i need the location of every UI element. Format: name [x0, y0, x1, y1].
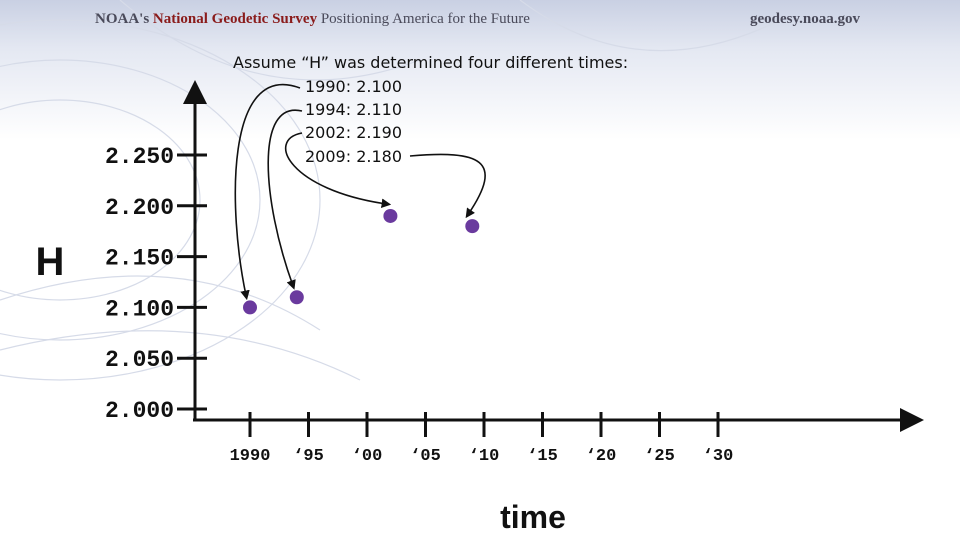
x-tick-label: ‘05 [410, 447, 441, 466]
data-point [243, 300, 257, 315]
y-tick-label: 2.100 [105, 296, 174, 322]
header-title: NOAA's National Geodetic Survey Position… [95, 11, 530, 28]
y-tick-label: 2.150 [105, 246, 174, 272]
x-tick-label: ‘15 [527, 447, 558, 466]
header-website: geodesy.noaa.gov [750, 11, 861, 27]
header-bar: NOAA's National Geodetic Survey Position… [0, 0, 960, 44]
annotation-title: Assume “H” was determined four different… [233, 53, 628, 72]
header-agency: NOAA's [95, 11, 150, 27]
annotation-line-2009: 2009: 2.180 [305, 147, 402, 166]
annotation-line-2002: 2002: 2.190 [305, 123, 402, 142]
y-tick-label: 2.200 [105, 195, 174, 221]
y-tick-label: 2.050 [105, 347, 174, 373]
data-point [383, 208, 398, 223]
annotation-line-1990: 1990: 2.100 [305, 77, 402, 96]
header-survey-name: National Geodetic Survey [152, 11, 318, 27]
header-tagline: Positioning America for the Future [320, 11, 530, 27]
y-tick-label: 2.000 [105, 398, 174, 424]
x-tick-label: 1990 [230, 447, 271, 466]
annotation-connector-arrow [234, 84, 301, 301]
y-tick-label: 2.250 [105, 144, 174, 170]
x-tick-label: ‘30 [703, 447, 734, 466]
x-axis-title: time [500, 499, 566, 535]
data-point [289, 290, 304, 305]
annotation-line-1994: 1994: 2.110 [305, 100, 402, 119]
x-tick-label: ‘10 [469, 447, 500, 466]
x-tick-label: ‘95 [293, 447, 324, 466]
x-tick-label: ‘20 [586, 447, 617, 466]
annotation-connector-arrow [284, 132, 392, 209]
data-point [465, 219, 480, 234]
x-tick-label: ‘25 [644, 447, 675, 466]
x-tick-label: ‘00 [352, 447, 383, 466]
y-axis-title: H [36, 240, 65, 284]
annotation-connector-arrow [409, 153, 486, 219]
annotation-connector-arrow [267, 109, 303, 290]
